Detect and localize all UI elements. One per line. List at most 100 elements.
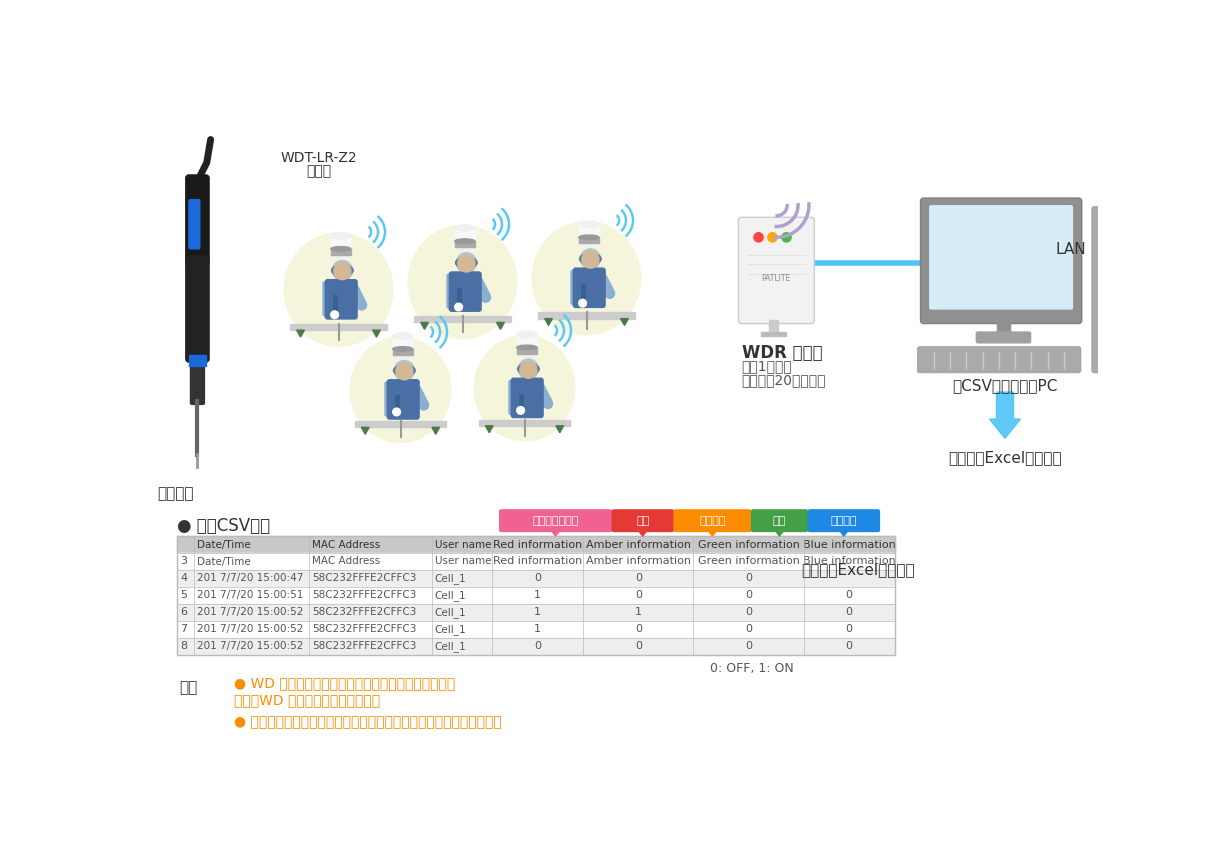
Ellipse shape [331, 232, 351, 239]
Ellipse shape [580, 253, 601, 264]
Text: Cell_1: Cell_1 [434, 607, 466, 618]
Text: 58C232FFFE2CFFC3: 58C232FFFE2CFFC3 [312, 624, 416, 634]
Text: Green information: Green information [698, 557, 799, 567]
Circle shape [332, 260, 353, 280]
Text: Date/Time: Date/Time [198, 540, 251, 550]
Text: 0: 0 [845, 607, 853, 617]
Polygon shape [432, 428, 439, 434]
FancyBboxPatch shape [1092, 206, 1126, 373]
Bar [517, 334, 537, 354]
Text: 輕鬆處理Excel中的數據: 輕鬆處理Excel中的數據 [948, 450, 1061, 465]
FancyBboxPatch shape [612, 510, 673, 531]
Text: Cell_1: Cell_1 [434, 590, 466, 601]
Text: 0: 0 [534, 642, 542, 651]
Bar [538, 312, 636, 318]
Bar [393, 336, 412, 355]
FancyBboxPatch shape [323, 282, 337, 316]
Text: 58C232FFFE2CFFC3: 58C232FFFE2CFFC3 [312, 642, 416, 651]
Text: 0: 0 [745, 607, 752, 617]
Ellipse shape [578, 221, 599, 227]
Text: User name: User name [434, 540, 492, 550]
Bar [769, 321, 778, 334]
Text: 5: 5 [181, 590, 188, 600]
Bar [1094, 317, 1124, 344]
Circle shape [393, 408, 400, 416]
Ellipse shape [284, 233, 393, 346]
Text: User name: User name [434, 557, 492, 567]
Ellipse shape [578, 235, 599, 240]
FancyBboxPatch shape [185, 175, 209, 266]
FancyBboxPatch shape [511, 378, 543, 418]
Bar [1094, 263, 1124, 290]
Bar [177, 570, 895, 587]
Polygon shape [839, 530, 848, 536]
Circle shape [582, 251, 599, 268]
Bar [1099, 339, 1119, 344]
Text: 相反: 相反 [772, 515, 786, 525]
Text: Amber information: Amber information [586, 540, 691, 550]
FancyBboxPatch shape [449, 272, 481, 312]
Polygon shape [486, 426, 493, 433]
Bar [455, 228, 475, 248]
Circle shape [782, 232, 791, 242]
Text: MAC Address: MAC Address [312, 540, 381, 550]
Bar [189, 355, 206, 366]
Ellipse shape [393, 347, 412, 351]
Text: 7: 7 [181, 624, 188, 634]
Polygon shape [551, 530, 560, 536]
Text: Blue information: Blue information [803, 540, 895, 550]
Bar [517, 348, 537, 354]
Circle shape [581, 249, 600, 269]
Text: 増加扛矩: 増加扛矩 [699, 515, 726, 525]
Ellipse shape [331, 252, 351, 258]
Text: 1: 1 [534, 590, 542, 600]
Text: （但是WD 無法對螺絲起子下指令）: （但是WD 無法對螺絲起子下指令） [234, 693, 379, 707]
Text: 0: 0 [534, 573, 542, 584]
Text: 1: 1 [534, 607, 542, 617]
Text: Red information: Red information [493, 557, 582, 567]
Ellipse shape [350, 338, 451, 442]
Text: 0: 0 [634, 624, 642, 634]
Text: 4: 4 [181, 573, 188, 584]
Text: LAN: LAN [1055, 242, 1086, 257]
Polygon shape [421, 322, 428, 329]
Text: Cell_1: Cell_1 [434, 573, 466, 584]
Text: 以CSV格式保存到PC: 以CSV格式保存到PC [953, 378, 1058, 393]
Text: 0: 0 [634, 642, 642, 651]
Text: 電動螺絲刀標簽: 電動螺絲刀標簽 [532, 515, 578, 525]
FancyBboxPatch shape [976, 332, 1031, 343]
Ellipse shape [393, 352, 412, 358]
Bar [578, 237, 599, 243]
Polygon shape [621, 318, 628, 326]
Text: 201 7/7/20 15:00:52: 201 7/7/20 15:00:52 [198, 607, 304, 617]
Text: 0: 0 [745, 642, 752, 651]
Text: 發信器: 發信器 [306, 164, 332, 179]
Bar [455, 241, 475, 248]
Ellipse shape [455, 258, 477, 268]
Text: 201 7/7/20 15:00:52: 201 7/7/20 15:00:52 [198, 642, 304, 651]
FancyBboxPatch shape [738, 217, 815, 323]
Text: WDT-LR-Z2: WDT-LR-Z2 [281, 151, 357, 165]
FancyBboxPatch shape [190, 363, 205, 404]
Bar [177, 553, 895, 570]
Text: 201 7/7/20 15:00:47: 201 7/7/20 15:00:47 [198, 573, 304, 584]
Text: 3: 3 [181, 557, 188, 567]
FancyBboxPatch shape [185, 256, 209, 362]
Ellipse shape [532, 221, 640, 335]
Circle shape [456, 253, 477, 273]
Ellipse shape [517, 364, 539, 375]
FancyBboxPatch shape [921, 198, 1082, 323]
Text: 0: OFF, 1: ON: 0: OFF, 1: ON [710, 663, 794, 675]
Bar [331, 249, 351, 255]
Bar [331, 236, 351, 255]
FancyBboxPatch shape [500, 510, 611, 531]
Ellipse shape [331, 247, 351, 251]
FancyBboxPatch shape [930, 205, 1072, 309]
FancyBboxPatch shape [189, 200, 200, 249]
Text: 58C232FFFE2CFFC3: 58C232FFFE2CFFC3 [312, 573, 416, 584]
Ellipse shape [409, 226, 517, 338]
Circle shape [455, 303, 462, 311]
Text: 58C232FFFE2CFFC3: 58C232FFFE2CFFC3 [312, 590, 416, 600]
Text: ● WD 可以收集正向鎖定，増加扛力，反向鎖定的信號: ● WD 可以收集正向鎖定，増加扛力，反向鎖定的信號 [234, 676, 455, 690]
Circle shape [394, 360, 415, 381]
